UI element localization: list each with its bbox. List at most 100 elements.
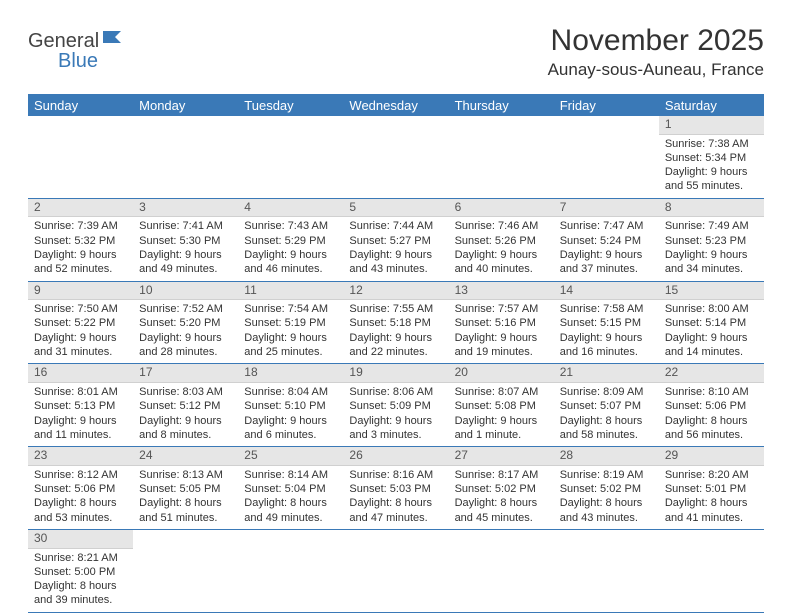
sunrise-text: Sunrise: 7:39 AM	[34, 219, 127, 233]
sunset-text: Sunset: 5:02 PM	[560, 482, 653, 496]
sunrise-text: Sunrise: 8:07 AM	[455, 385, 548, 399]
calendar-cell	[133, 529, 238, 612]
day-detail: Sunrise: 8:14 AMSunset: 5:04 PMDaylight:…	[238, 466, 343, 529]
day-number: 5	[343, 199, 448, 218]
day-number: 23	[28, 447, 133, 466]
daylight-text: Daylight: 8 hours and 45 minutes.	[455, 496, 548, 525]
day-detail: Sunrise: 8:04 AMSunset: 5:10 PMDaylight:…	[238, 383, 343, 446]
sunrise-text: Sunrise: 8:17 AM	[455, 468, 548, 482]
calendar-cell: 12Sunrise: 7:55 AMSunset: 5:18 PMDayligh…	[343, 281, 448, 364]
sunset-text: Sunset: 5:12 PM	[139, 399, 232, 413]
sunrise-text: Sunrise: 8:16 AM	[349, 468, 442, 482]
sunset-text: Sunset: 5:14 PM	[665, 316, 758, 330]
calendar-row: 1Sunrise: 7:38 AMSunset: 5:34 PMDaylight…	[28, 116, 764, 198]
calendar-cell	[343, 116, 448, 198]
calendar-cell: 10Sunrise: 7:52 AMSunset: 5:20 PMDayligh…	[133, 281, 238, 364]
sunrise-text: Sunrise: 8:03 AM	[139, 385, 232, 399]
calendar-cell: 19Sunrise: 8:06 AMSunset: 5:09 PMDayligh…	[343, 364, 448, 447]
col-wednesday: Wednesday	[343, 94, 448, 116]
calendar-cell: 27 Sunrise: 8:17 AMSunset: 5:02 PMDayligh…	[449, 447, 554, 530]
calendar-cell: 1Sunrise: 7:38 AMSunset: 5:34 PMDaylight…	[659, 116, 764, 198]
calendar-cell	[238, 116, 343, 198]
calendar-cell	[449, 529, 554, 612]
day-detail: Sunrise: 8:03 AMSunset: 5:12 PMDaylight:…	[133, 383, 238, 446]
calendar-cell: 23Sunrise: 8:12 AMSunset: 5:06 PMDayligh…	[28, 447, 133, 530]
sunrise-text: Sunrise: 8:21 AM	[34, 551, 127, 565]
daylight-text: Daylight: 9 hours and 11 minutes.	[34, 414, 127, 443]
sunrise-text: Sunrise: 7:49 AM	[665, 219, 758, 233]
day-detail: Sunrise: 7:55 AMSunset: 5:18 PMDaylight:…	[343, 300, 448, 363]
calendar-cell: 20Sunrise: 8:07 AMSunset: 5:08 PMDayligh…	[449, 364, 554, 447]
daylight-text: Daylight: 8 hours and 51 minutes.	[139, 496, 232, 525]
daylight-text: Daylight: 9 hours and 3 minutes.	[349, 414, 442, 443]
day-number: 28	[554, 447, 659, 466]
day-number: 6	[449, 199, 554, 218]
day-number: 17	[133, 364, 238, 383]
sunset-text: Sunset: 5:23 PM	[665, 234, 758, 248]
daylight-text: Daylight: 9 hours and 16 minutes.	[560, 331, 653, 360]
sunset-text: Sunset: 5:10 PM	[244, 399, 337, 413]
day-detail: Sunrise: 8:10 AMSunset: 5:06 PMDaylight:…	[659, 383, 764, 446]
day-detail: Sunrise: 7:47 AMSunset: 5:24 PMDaylight:…	[554, 217, 659, 280]
daylight-text: Daylight: 9 hours and 37 minutes.	[560, 248, 653, 277]
sunset-text: Sunset: 5:16 PM	[455, 316, 548, 330]
sunset-text: Sunset: 5:29 PM	[244, 234, 337, 248]
daylight-text: Daylight: 8 hours and 58 minutes.	[560, 414, 653, 443]
sunset-text: Sunset: 5:03 PM	[349, 482, 442, 496]
sunset-text: Sunset: 5:02 PM	[455, 482, 548, 496]
calendar-row: 16Sunrise: 8:01 AMSunset: 5:13 PMDayligh…	[28, 364, 764, 447]
sunset-text: Sunset: 5:00 PM	[34, 565, 127, 579]
calendar-cell: 16Sunrise: 8:01 AMSunset: 5:13 PMDayligh…	[28, 364, 133, 447]
month-title: November 2025	[548, 24, 764, 58]
day-detail: Sunrise: 7:43 AMSunset: 5:29 PMDaylight:…	[238, 217, 343, 280]
day-number: 4	[238, 199, 343, 218]
logo-text-blue: Blue	[58, 50, 98, 73]
day-number: 2	[28, 199, 133, 218]
day-number: 8	[659, 199, 764, 218]
day-detail: Sunrise: 7:39 AMSunset: 5:32 PMDaylight:…	[28, 217, 133, 280]
day-number: 1	[659, 116, 764, 135]
calendar-cell	[554, 529, 659, 612]
day-detail: Sunrise: 8:01 AMSunset: 5:13 PMDaylight:…	[28, 383, 133, 446]
calendar-row: 30Sunrise: 8:21 AMSunset: 5:00 PMDayligh…	[28, 529, 764, 612]
sunrise-text: Sunrise: 8:14 AM	[244, 468, 337, 482]
daylight-text: Daylight: 8 hours and 49 minutes.	[244, 496, 337, 525]
col-tuesday: Tuesday	[238, 94, 343, 116]
calendar-cell	[343, 529, 448, 612]
daylight-text: Daylight: 9 hours and 31 minutes.	[34, 331, 127, 360]
calendar-cell	[238, 529, 343, 612]
day-detail: Sunrise: 8:07 AMSunset: 5:08 PMDaylight:…	[449, 383, 554, 446]
sunset-text: Sunset: 5:27 PM	[349, 234, 442, 248]
sunrise-text: Sunrise: 8:01 AM	[34, 385, 127, 399]
day-detail: Sunrise: 7:58 AMSunset: 5:15 PMDaylight:…	[554, 300, 659, 363]
calendar-table: Sunday Monday Tuesday Wednesday Thursday…	[28, 94, 764, 613]
calendar-cell: 5Sunrise: 7:44 AMSunset: 5:27 PMDaylight…	[343, 198, 448, 281]
sunset-text: Sunset: 5:06 PM	[34, 482, 127, 496]
day-number: 25	[238, 447, 343, 466]
day-number: 27	[449, 447, 554, 466]
sunrise-text: Sunrise: 8:04 AM	[244, 385, 337, 399]
daylight-text: Daylight: 9 hours and 40 minutes.	[455, 248, 548, 277]
calendar-cell: 25Sunrise: 8:14 AMSunset: 5:04 PMDayligh…	[238, 447, 343, 530]
daylight-text: Daylight: 9 hours and 1 minute.	[455, 414, 548, 443]
day-detail: Sunrise: 8:12 AMSunset: 5:06 PMDaylight:…	[28, 466, 133, 529]
calendar-page: General November 2025 Aunay-sous-Auneau,…	[0, 0, 792, 613]
day-detail: Sunrise: 8:19 AMSunset: 5:02 PMDaylight:…	[554, 466, 659, 529]
calendar-cell: 13Sunrise: 7:57 AMSunset: 5:16 PMDayligh…	[449, 281, 554, 364]
daylight-text: Daylight: 9 hours and 19 minutes.	[455, 331, 548, 360]
sunrise-text: Sunrise: 7:58 AM	[560, 302, 653, 316]
sunset-text: Sunset: 5:18 PM	[349, 316, 442, 330]
sunrise-text: Sunrise: 7:55 AM	[349, 302, 442, 316]
sunrise-text: Sunrise: 8:10 AM	[665, 385, 758, 399]
calendar-cell: 24Sunrise: 8:13 AMSunset: 5:05 PMDayligh…	[133, 447, 238, 530]
sunrise-text: Sunrise: 7:41 AM	[139, 219, 232, 233]
daylight-text: Daylight: 9 hours and 25 minutes.	[244, 331, 337, 360]
sunset-text: Sunset: 5:34 PM	[665, 151, 758, 165]
calendar-cell: 26Sunrise: 8:16 AMSunset: 5:03 PMDayligh…	[343, 447, 448, 530]
calendar-cell: 8Sunrise: 7:49 AMSunset: 5:23 PMDaylight…	[659, 198, 764, 281]
day-number: 13	[449, 282, 554, 301]
sunset-text: Sunset: 5:05 PM	[139, 482, 232, 496]
calendar-cell: 22Sunrise: 8:10 AMSunset: 5:06 PMDayligh…	[659, 364, 764, 447]
calendar-cell: 17Sunrise: 8:03 AMSunset: 5:12 PMDayligh…	[133, 364, 238, 447]
day-detail: Sunrise: 7:38 AMSunset: 5:34 PMDaylight:…	[659, 135, 764, 198]
